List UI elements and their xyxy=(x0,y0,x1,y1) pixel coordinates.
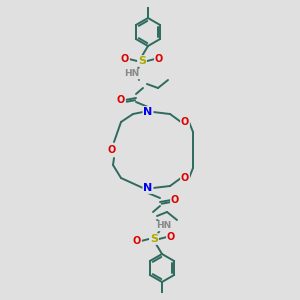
Text: O: O xyxy=(117,95,125,105)
Text: O: O xyxy=(181,117,189,127)
Text: O: O xyxy=(155,54,163,64)
Text: N: N xyxy=(143,107,153,117)
Text: S: S xyxy=(138,56,146,66)
Text: O: O xyxy=(133,236,141,246)
Text: O: O xyxy=(108,145,116,155)
Text: HN: HN xyxy=(124,70,140,79)
Text: HN: HN xyxy=(156,221,172,230)
Text: S: S xyxy=(150,234,158,244)
Text: O: O xyxy=(121,54,129,64)
Text: N: N xyxy=(143,183,153,193)
Text: O: O xyxy=(167,232,175,242)
Text: O: O xyxy=(181,173,189,183)
Text: O: O xyxy=(171,195,179,205)
